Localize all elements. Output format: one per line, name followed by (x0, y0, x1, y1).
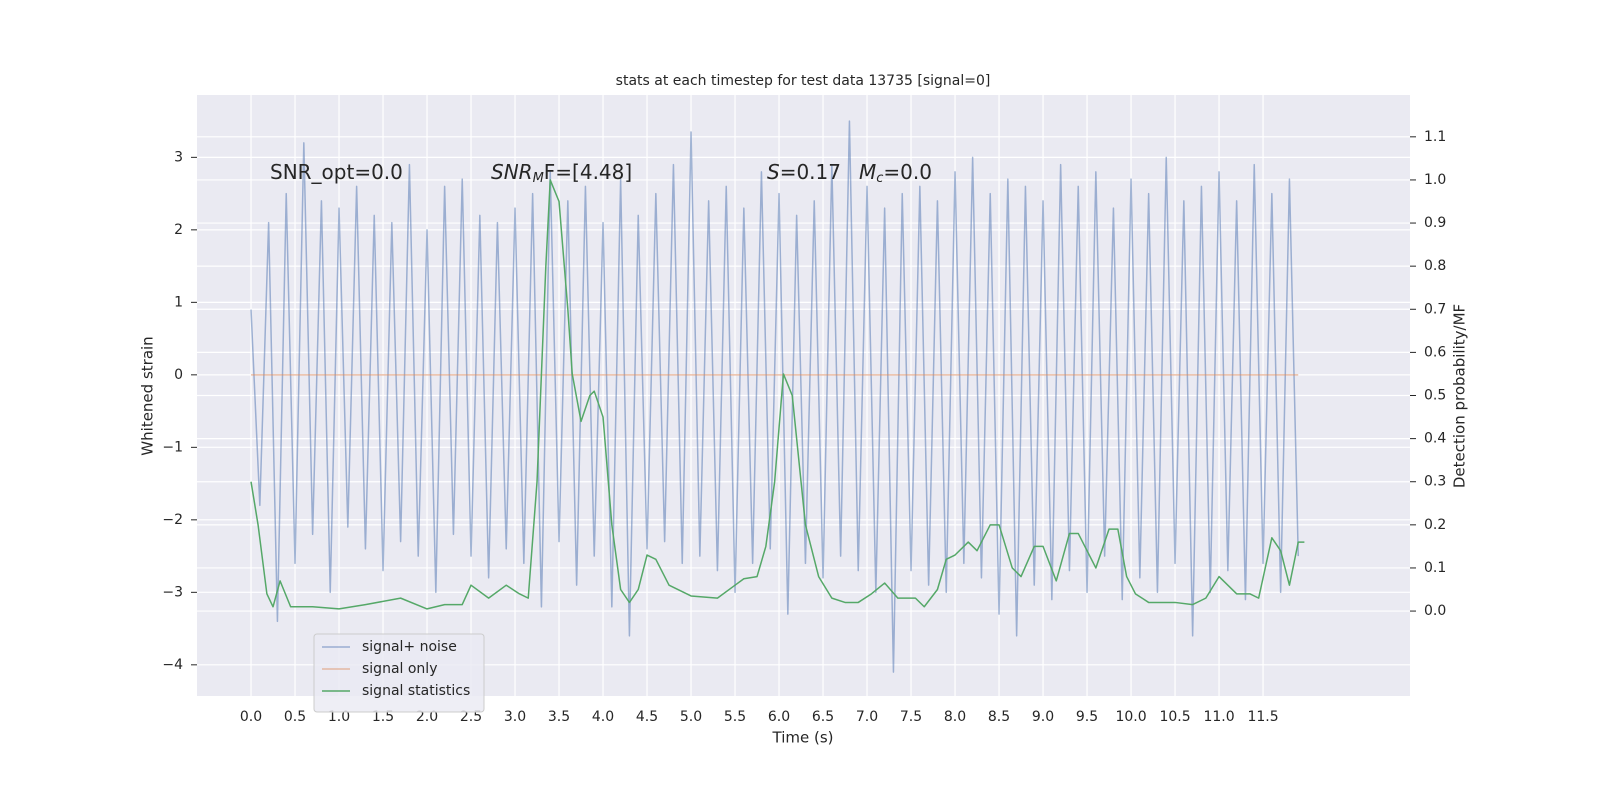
x-tick-label: 5.0 (680, 709, 702, 725)
x-tick-label: 5.5 (724, 709, 746, 725)
chart-title: stats at each timestep for test data 137… (616, 73, 991, 89)
x-tick-label: 10.5 (1159, 709, 1190, 725)
y2-tick-label: 0.6 (1424, 344, 1446, 360)
annotation-text: SNR_opt=0.0 (270, 160, 403, 184)
annotation-subscript: M (533, 171, 544, 186)
x-tick-label: 4.5 (636, 709, 658, 725)
annotation-text: =0.17 (780, 160, 841, 184)
y2-tick-label: 0.1 (1424, 560, 1446, 576)
x-tick-label: 11.5 (1247, 709, 1278, 725)
y2-tick-label: 0.3 (1424, 474, 1446, 490)
annotation-text: F=[4.48] (544, 160, 632, 184)
y2-tick-label: 0.0 (1424, 603, 1446, 619)
x-tick-label: 9.0 (1032, 709, 1054, 725)
annotation-subscript: c (876, 171, 883, 186)
y-tick-label: −2 (162, 512, 183, 528)
y-tick-label: 0 (174, 367, 183, 383)
x-tick-label: 6.5 (812, 709, 834, 725)
y2-tick-label: 0.5 (1424, 388, 1446, 404)
annotation-symbol: S (767, 160, 780, 184)
legend-label: signal only (362, 661, 437, 677)
x-tick-label: 1.5 (372, 709, 394, 725)
annotation-symbol: M (859, 160, 876, 184)
y-axis-label: Whitened strain (139, 336, 157, 455)
x-tick-label: 1.0 (328, 709, 350, 725)
y-tick-label: 3 (174, 149, 183, 165)
annotation: SNRMF=[4.48] (491, 160, 632, 186)
legend-label: signal+ noise (362, 639, 457, 655)
annotation: S=0.17 (767, 160, 841, 184)
legend-box (313, 633, 485, 713)
y2-axis-label: Detection probability/MF (1451, 304, 1469, 488)
annotation: SNR_opt=0.0 (270, 160, 403, 184)
y2-tick-label: 0.7 (1424, 301, 1446, 317)
y2-tick-label: 0.2 (1424, 517, 1446, 533)
x-tick-label: 10.0 (1115, 709, 1146, 725)
x-tick-label: 6.0 (768, 709, 790, 725)
y-tick-label: 1 (174, 294, 183, 310)
x-tick-label: 7.5 (900, 709, 922, 725)
x-tick-label: 2.5 (460, 709, 482, 725)
x-tick-label: 8.0 (944, 709, 966, 725)
legend-label: signal statistics (362, 683, 470, 699)
y2-tick-label: 0.8 (1424, 258, 1446, 274)
x-tick-label: 0.0 (240, 709, 262, 725)
annotation-text: =0.0 (883, 160, 932, 184)
x-axis-label: Time (s) (772, 729, 834, 747)
y-tick-label: −4 (162, 657, 183, 673)
x-tick-label: 3.0 (504, 709, 526, 725)
y-tick-label: −3 (162, 584, 183, 600)
y2-tick-label: 0.9 (1424, 215, 1446, 231)
series-line (250, 179, 1305, 610)
series-line (250, 120, 1299, 673)
annotation: Mc=0.0 (859, 160, 932, 186)
x-tick-label: 3.5 (548, 709, 570, 725)
x-tick-label: 7.0 (856, 709, 878, 725)
x-tick-label: 2.0 (416, 709, 438, 725)
x-tick-label: 4.0 (592, 709, 614, 725)
x-tick-label: 0.5 (284, 709, 306, 725)
y-tick-label: 2 (174, 222, 183, 238)
x-tick-label: 8.5 (988, 709, 1010, 725)
y2-tick-label: 1.1 (1424, 129, 1446, 145)
x-tick-label: 9.5 (1076, 709, 1098, 725)
y2-tick-label: 0.4 (1424, 431, 1446, 447)
x-tick-label: 11.0 (1203, 709, 1234, 725)
annotation-symbol: SNR (491, 160, 533, 184)
y-tick-label: −1 (162, 439, 183, 455)
y2-tick-label: 1.0 (1424, 172, 1446, 188)
